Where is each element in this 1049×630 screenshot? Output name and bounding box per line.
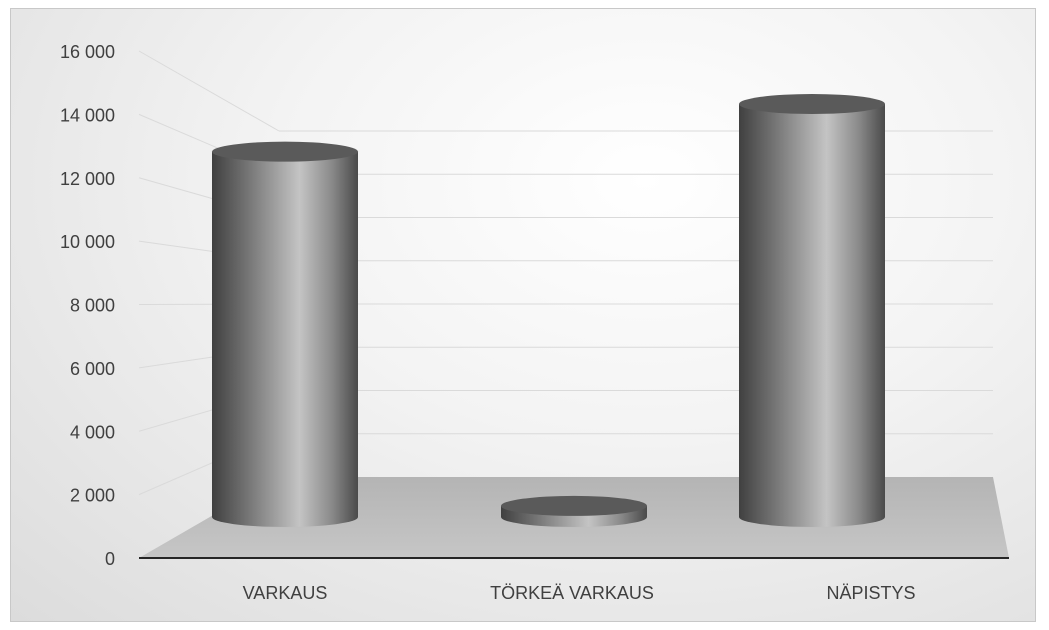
bar-top xyxy=(739,94,885,114)
y-tick-label: 4 000 xyxy=(70,422,115,442)
bar-body xyxy=(739,104,885,527)
y-tick-label: 16 000 xyxy=(60,42,115,62)
y-tick-label: 10 000 xyxy=(60,232,115,252)
y-tick-label: 6 000 xyxy=(70,359,115,379)
x-category-label: VARKAUS xyxy=(243,583,328,603)
bar-body xyxy=(212,151,358,527)
bar-cylinder xyxy=(212,141,358,527)
y-tick-label: 2 000 xyxy=(70,486,115,506)
x-category-label: TÖRKEÄ VARKAUS xyxy=(490,583,654,603)
bar-cylinder xyxy=(739,94,885,527)
x-category-label: NÄPISTYS xyxy=(826,583,915,603)
bar-top xyxy=(212,141,358,162)
y-tick-label: 0 xyxy=(105,549,115,569)
bar-cylinder xyxy=(501,495,647,527)
y-tick-label: 12 000 xyxy=(60,169,115,189)
bar-chart: 0 2 000 4 000 6 000 8 000 10 000 12 000 14 000 1… xyxy=(60,42,1009,603)
y-tick-label: 8 000 xyxy=(70,296,115,316)
bar-top xyxy=(501,495,647,516)
y-tick-label: 14 000 xyxy=(60,105,115,125)
chart-area: 0 2 000 4 000 6 000 8 000 10 000 12 000 14 000 1… xyxy=(10,8,1036,622)
gridline-side xyxy=(138,50,280,132)
